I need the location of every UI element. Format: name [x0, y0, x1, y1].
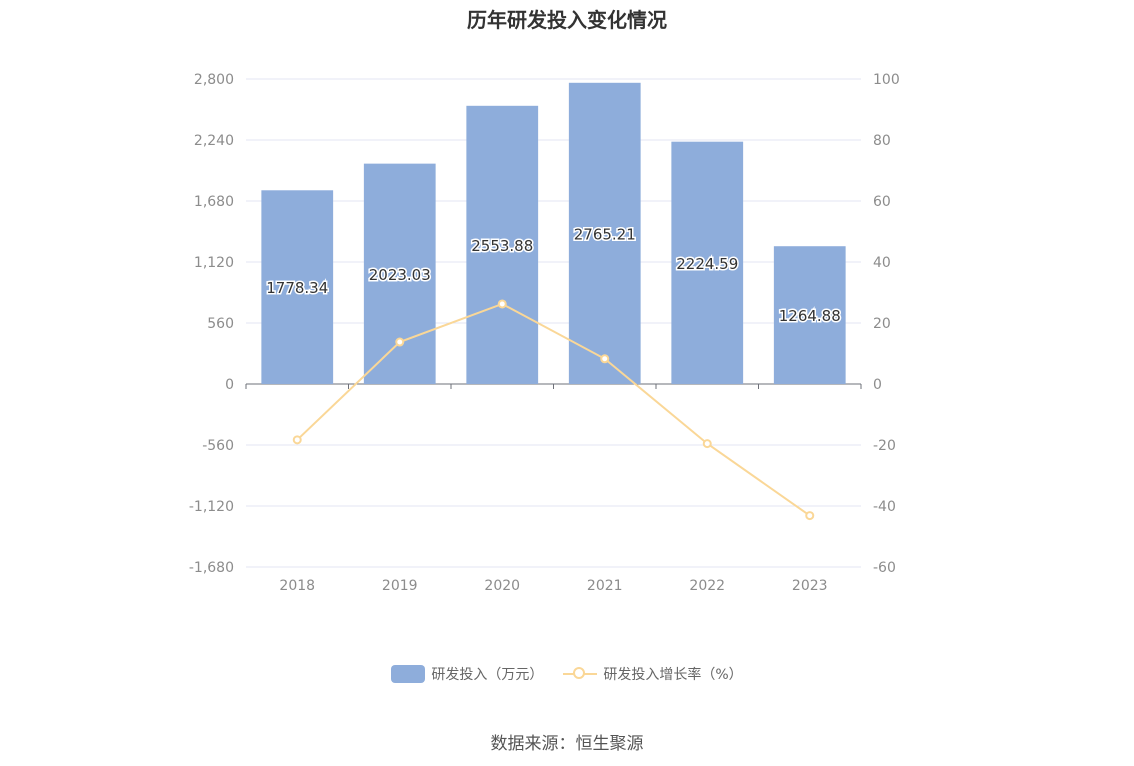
axes: 2,800 2,240 1,680 1,120 560 0 -560 -1,120 -1,680… [189, 72, 900, 594]
legend-line-swatch [563, 665, 598, 683]
y-right-tick-label: 100 [873, 72, 900, 88]
y-right-tick-label: 80 [873, 133, 891, 149]
legend-label-growth-rate: 研发投入增长率（%） [603, 667, 743, 683]
bar-series [261, 82, 846, 385]
chart-plot: 2,800 2,240 1,680 1,120 560 0 -560 -1,120 -1,680… [189, 72, 900, 594]
x-tick-label: 2021 [587, 578, 623, 594]
y-left-tick-label: 1,120 [194, 255, 234, 271]
x-tick-label: 2020 [484, 578, 520, 594]
growth-rate-point [497, 299, 507, 309]
y-left-tick-label: -1,680 [189, 560, 234, 576]
legend: 研发投入（万元） 研发投入增长率（%） [0, 664, 1134, 684]
bar [261, 190, 334, 384]
legend-bar-swatch [391, 665, 426, 683]
grid-lines [246, 78, 861, 568]
growth-rate-line [296, 302, 811, 517]
bar-data-label: 2765.21 [574, 225, 636, 243]
bar-data-label: 2224.59 [676, 255, 738, 273]
y-left-tick-label: -560 [202, 438, 234, 454]
y-right-tick-label: 20 [873, 316, 891, 332]
growth-rate-point [805, 511, 815, 521]
y-left-tick-label: 2,240 [194, 133, 234, 149]
bar [773, 246, 846, 384]
y-right-tick-label: 60 [873, 194, 891, 210]
legend-item-growth-rate[interactable]: 研发投入增长率（%） [563, 664, 743, 684]
y-left-tick-label: 2,800 [194, 72, 234, 88]
data-labels: 1778.34 2023.03 2553.88 2765.21 2224.59 1264.… [265, 224, 843, 327]
x-tick-label: 2023 [792, 578, 828, 594]
growth-rate-point [292, 435, 302, 445]
y-right-tick-label: -40 [873, 499, 896, 515]
source-note: 数据来源：恒生聚源 [490, 734, 644, 754]
bar [671, 141, 744, 384]
bar-data-label: 2023.03 [369, 266, 431, 284]
chart-title: 历年研发投入变化情况 [467, 8, 667, 32]
bar-data-label: 1778.34 [266, 279, 328, 297]
x-tick-label: 2019 [382, 578, 418, 594]
growth-rate-point [395, 337, 405, 347]
legend-item-rd-investment[interactable]: 研发投入（万元） [391, 664, 543, 684]
growth-rate-point [702, 439, 712, 449]
y-right-tick-label: 0 [873, 377, 882, 393]
y-right-tick-label: -20 [873, 438, 896, 454]
growth-rate-point [600, 354, 610, 364]
x-tick-label: 2022 [689, 578, 725, 594]
line-series [292, 299, 815, 521]
y-right-tick-label: -60 [873, 560, 896, 576]
bar [363, 163, 436, 384]
bar-data-label: 2553.88 [471, 237, 533, 255]
legend-label-rd-investment: 研发投入（万元） [431, 667, 544, 683]
bar [466, 105, 539, 384]
y-left-tick-label: -1,120 [189, 499, 234, 515]
y-left-tick-label: 560 [207, 316, 234, 332]
y-left-tick-label: 1,680 [194, 194, 234, 210]
x-tick-label: 2018 [279, 578, 315, 594]
bar [568, 82, 641, 385]
y-left-tick-label: 0 [225, 377, 234, 393]
y-right-tick-label: 40 [873, 255, 891, 271]
bar-data-label: 1264.88 [779, 307, 841, 325]
